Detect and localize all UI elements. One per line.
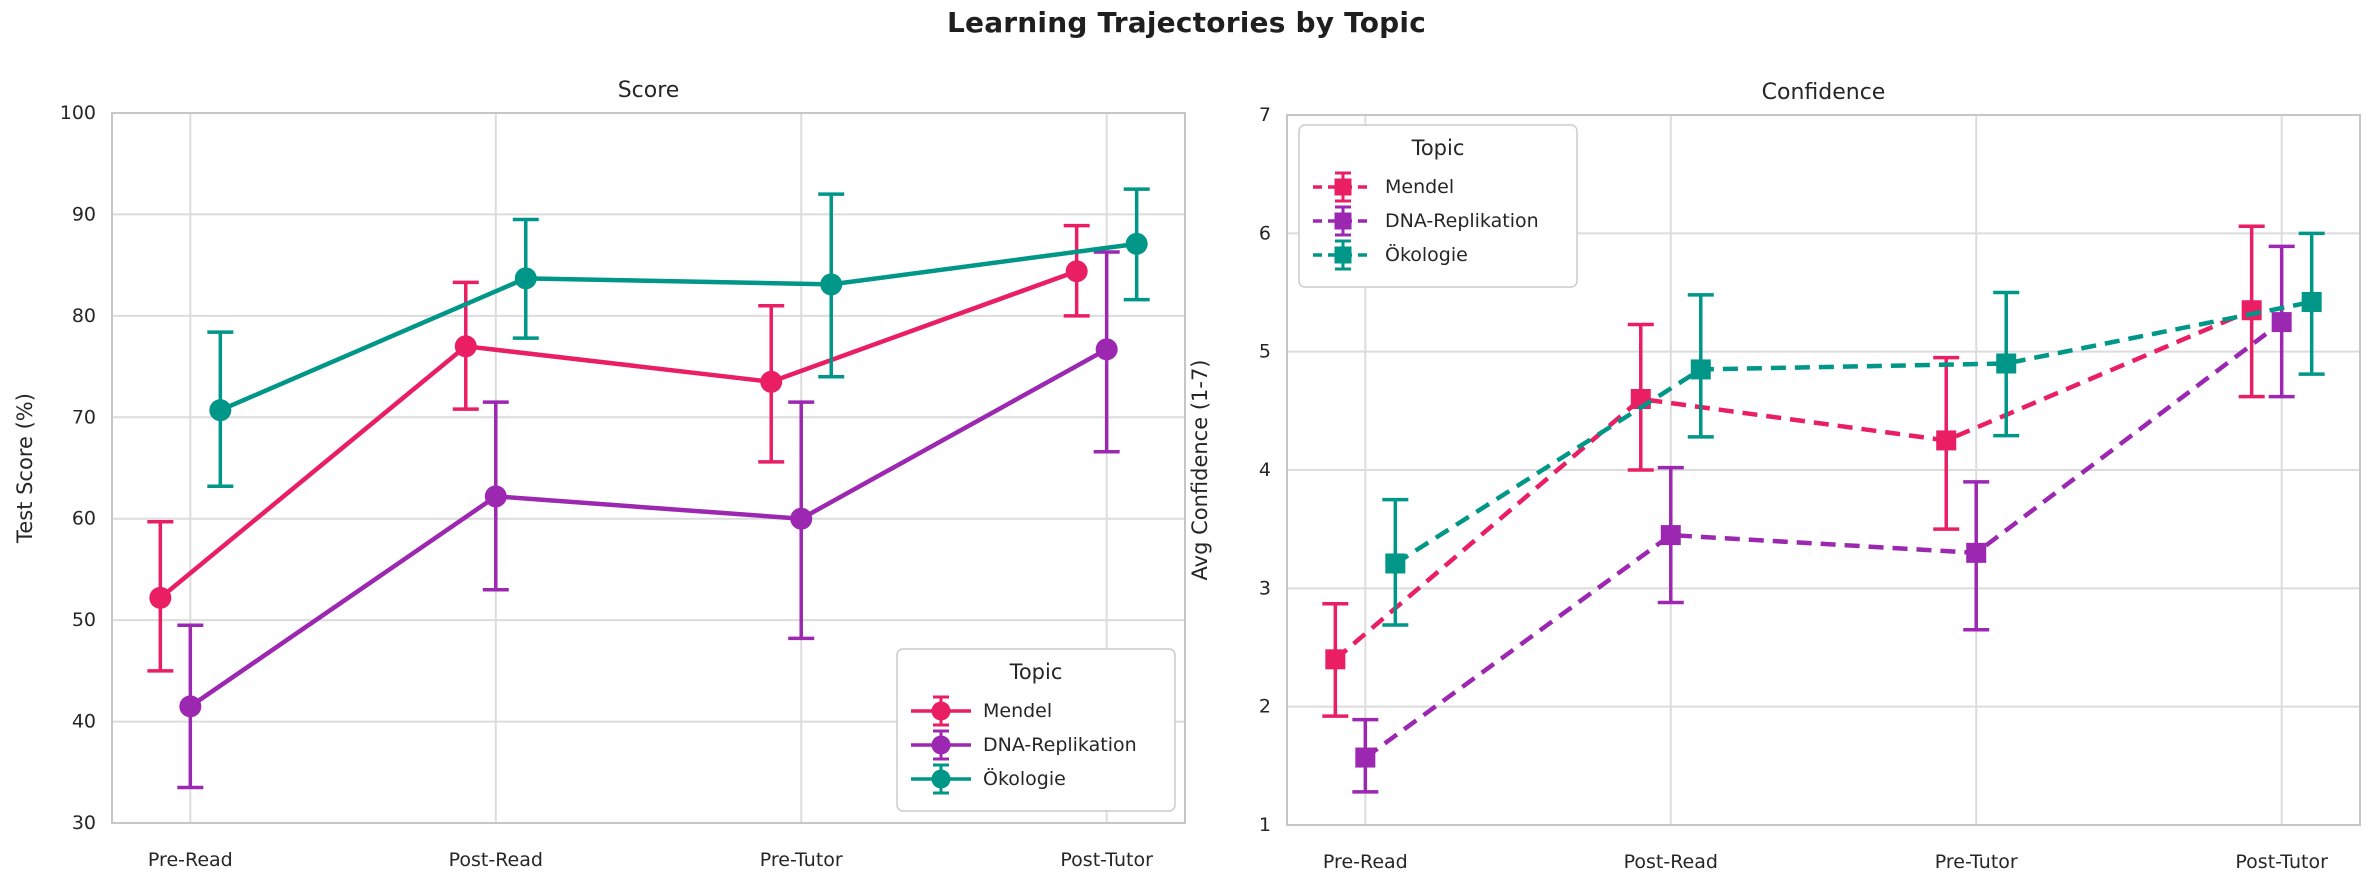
data-point bbox=[1936, 430, 1957, 451]
legend-handle-marker bbox=[1334, 178, 1352, 196]
y-tick-label: 70 bbox=[72, 406, 96, 428]
subplot-title: Score bbox=[618, 78, 680, 103]
data-point bbox=[1996, 353, 2017, 374]
subplot-score: 30 40 50 60 70 80 90 100 Pre-Read Post-Read Pre-Tu… bbox=[13, 78, 1186, 871]
legend-item-label: Mendel bbox=[983, 700, 1052, 722]
series-line bbox=[189, 347, 1108, 709]
x-tick-label: Pre-Tutor bbox=[760, 849, 843, 871]
data-point bbox=[179, 695, 202, 718]
y-tick-label: 6 bbox=[1259, 222, 1271, 244]
series-line bbox=[1333, 308, 2253, 662]
data-point bbox=[2301, 291, 2322, 312]
y-tick-label: 50 bbox=[72, 609, 96, 631]
y-tick-label: 3 bbox=[1259, 577, 1271, 599]
y-tick-label: 1 bbox=[1259, 814, 1271, 836]
series-Ökologie bbox=[1382, 231, 2325, 627]
x-tick-label: Post-Read bbox=[1624, 851, 1718, 873]
data-point bbox=[790, 507, 813, 530]
y-tick-label: 2 bbox=[1259, 696, 1271, 718]
y-axis-label: Test Score (%) bbox=[13, 393, 37, 544]
legend-handle-marker bbox=[931, 769, 951, 789]
subplot-confidence: 1 2 3 4 5 6 7 Pre-Read Post-Read Pre-Tutor Post-Tu… bbox=[1188, 80, 2361, 873]
data-point bbox=[2241, 300, 2262, 321]
x-tick-label: Post-Tutor bbox=[1060, 849, 1153, 871]
legend-box bbox=[896, 648, 1176, 812]
axes-spine bbox=[111, 112, 1186, 824]
y-tick-label: 60 bbox=[72, 508, 96, 530]
y-tick-label: 80 bbox=[72, 305, 96, 327]
legend: Topic Mendel DNA-Replikation Ökologie bbox=[1298, 124, 1578, 288]
y-tick-label: 40 bbox=[72, 711, 96, 733]
data-point bbox=[209, 399, 232, 422]
x-tick-label: Post-Tutor bbox=[2235, 851, 2328, 873]
legend-item-label: Ökologie bbox=[983, 767, 1066, 790]
x-tick-label: Pre-Read bbox=[1323, 851, 1408, 873]
legend-item-label: DNA-Replikation bbox=[983, 734, 1137, 756]
data-point bbox=[1065, 260, 1088, 283]
data-point bbox=[1355, 747, 1376, 768]
x-tick-label: Pre-Read bbox=[148, 849, 233, 871]
data-point bbox=[1385, 553, 1406, 574]
data-point bbox=[514, 267, 537, 290]
legend-item-label: Mendel bbox=[1385, 176, 1454, 198]
y-tick-label: 100 bbox=[60, 102, 96, 124]
y-axis-label: Avg Confidence (1-7) bbox=[1188, 359, 1212, 580]
data-point bbox=[149, 586, 172, 609]
series-line bbox=[1394, 299, 2313, 566]
series-DNA-Replikation bbox=[1352, 244, 2295, 794]
series-DNA-Replikation bbox=[177, 250, 1120, 790]
series-line bbox=[158, 269, 1078, 600]
axes-spine bbox=[1286, 114, 2361, 826]
data-point bbox=[1095, 338, 1118, 361]
figure-title: Learning Trajectories by Topic bbox=[946, 6, 1427, 39]
series-line bbox=[219, 241, 1137, 413]
data-point bbox=[820, 273, 843, 296]
data-point bbox=[1660, 525, 1681, 546]
data-point bbox=[760, 370, 783, 393]
legend-box bbox=[1298, 124, 1578, 288]
legend-item-label: DNA-Replikation bbox=[1385, 210, 1539, 232]
legend: Topic Mendel DNA-Replikation Ökologie bbox=[896, 648, 1176, 812]
legend-handle-marker bbox=[931, 701, 951, 721]
y-tick-label: 30 bbox=[72, 812, 96, 834]
data-point bbox=[1325, 649, 1346, 670]
legend-item-label: Ökologie bbox=[1385, 243, 1468, 266]
legend-handle-marker bbox=[1334, 212, 1352, 230]
legend-handle-marker bbox=[931, 735, 951, 755]
y-tick-label: 5 bbox=[1259, 341, 1271, 363]
series-Mendel bbox=[1322, 224, 2265, 718]
data-point bbox=[1966, 542, 1987, 563]
legend-handle-marker bbox=[1334, 246, 1352, 264]
legend-title: Topic bbox=[1411, 136, 1465, 160]
series-Mendel bbox=[147, 223, 1090, 673]
y-tick-label: 90 bbox=[72, 203, 96, 225]
data-point bbox=[1125, 232, 1148, 255]
legend-title: Topic bbox=[1009, 660, 1063, 684]
data-point bbox=[484, 485, 507, 508]
y-tick-label: 4 bbox=[1259, 459, 1271, 481]
data-point bbox=[454, 335, 477, 358]
data-point bbox=[2271, 312, 2292, 333]
series-Ökologie bbox=[207, 187, 1150, 489]
series-line bbox=[1364, 320, 2284, 760]
x-tick-label: Pre-Tutor bbox=[1935, 851, 2018, 873]
x-tick-label: Post-Read bbox=[449, 849, 543, 871]
data-point bbox=[1690, 359, 1711, 380]
subplot-title: Confidence bbox=[1762, 80, 1886, 105]
y-tick-label: 7 bbox=[1259, 104, 1271, 126]
